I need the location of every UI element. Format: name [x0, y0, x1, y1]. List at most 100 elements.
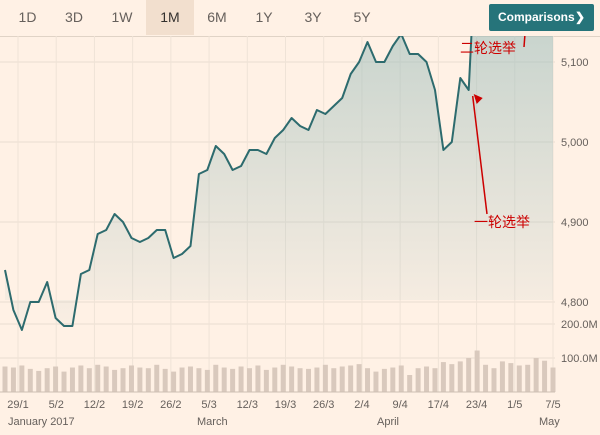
volume-bar: [263, 369, 269, 392]
volume-bar: [103, 366, 109, 392]
volume-bar: [61, 371, 67, 392]
tab-1m[interactable]: 1M: [146, 0, 194, 35]
tab-3y[interactable]: 3Y: [304, 9, 322, 25]
volume-bar: [533, 358, 539, 392]
volume-tick-label: 100.0M: [561, 353, 598, 365]
volume-bar: [86, 368, 92, 392]
volume-bar: [407, 375, 413, 392]
volume-bar: [457, 361, 463, 392]
volume-bar: [322, 364, 328, 392]
volume-bar: [69, 367, 75, 392]
volume-bar: [95, 364, 101, 392]
volume-bar: [289, 366, 295, 392]
x-tick-label: 19/3: [275, 399, 296, 411]
x-tick-label: 12/2: [84, 399, 105, 411]
volume-bar: [550, 367, 556, 392]
volume-bar: [314, 367, 320, 392]
volume-bar: [440, 362, 446, 392]
volume-bar: [499, 361, 505, 392]
x-tick-label: 5/2: [49, 399, 64, 411]
volume-bar: [432, 368, 438, 392]
tab-3d[interactable]: 3D: [65, 9, 83, 25]
volume-bar: [238, 366, 244, 392]
volume-bar: [221, 367, 227, 392]
volume-bar: [179, 367, 185, 392]
volume-bar: [44, 368, 50, 392]
annotation-arrow: [471, 95, 488, 215]
volume-bar: [466, 358, 472, 392]
timeframe-toolbar: 1D 3D 1W 1M 6M 1Y 3Y 5Y: [0, 0, 600, 37]
volume-bar: [162, 368, 168, 392]
month-label: April: [377, 416, 399, 428]
volume-bar: [525, 364, 531, 392]
volume-bar: [348, 365, 354, 392]
tab-1w[interactable]: 1W: [111, 9, 133, 25]
volume-bar: [27, 368, 33, 392]
volume-bar: [297, 368, 303, 392]
x-tick-label: 12/3: [237, 399, 258, 411]
volume-bar: [306, 368, 311, 392]
volume-bar: [78, 365, 84, 392]
y-tick-label: 5,100: [561, 57, 589, 69]
volume-bar: [145, 368, 151, 392]
volume-bar: [449, 364, 455, 392]
volume-bar: [128, 365, 134, 392]
volume-bar: [390, 367, 396, 392]
y-tick-label: 5,000: [561, 137, 589, 149]
volume-bar: [187, 366, 193, 392]
volume-bar: [415, 368, 421, 392]
volume-bar: [10, 367, 16, 392]
volume-bar: [120, 368, 126, 392]
x-tick-label: 5/3: [201, 399, 216, 411]
volume-bar: [516, 365, 522, 392]
month-label: January 2017: [8, 416, 75, 428]
volume-bar: [365, 368, 371, 392]
volume-bar: [474, 350, 480, 392]
annotation-label: 二轮选举: [460, 40, 516, 56]
comparisons-label: Comparisons: [498, 10, 575, 24]
x-tick-label: 19/2: [122, 399, 143, 411]
month-label: May: [539, 416, 560, 428]
volume-bar: [398, 365, 404, 392]
x-tick-label: 29/1: [7, 399, 28, 411]
volume-bar: [204, 369, 210, 392]
tab-1d[interactable]: 1D: [18, 9, 37, 25]
volume-bar: [247, 368, 252, 392]
volume-bar: [491, 368, 497, 392]
annotation-label: 一轮选举: [474, 214, 530, 230]
y-tick-label: 4,900: [561, 217, 589, 229]
volume-bar: [255, 365, 261, 392]
price-area: [5, 36, 553, 330]
tab-5y[interactable]: 5Y: [353, 9, 371, 25]
volume-bar: [356, 364, 362, 392]
volume-bar: [154, 364, 160, 392]
volume-bar: [171, 371, 177, 392]
volume-bar: [331, 368, 337, 392]
x-tick-label: 17/4: [428, 399, 449, 411]
tab-6m[interactable]: 6M: [207, 9, 227, 25]
price-chart: 4,8004,9005,0005,1005,2005,3005,400100.0…: [0, 36, 598, 428]
tab-1y[interactable]: 1Y: [255, 9, 273, 25]
volume-bar: [339, 366, 345, 392]
volume-bar: [36, 370, 42, 392]
price-line: [4, 36, 473, 331]
x-tick-label: 7/5: [545, 399, 560, 411]
volume-tick-label: 200.0M: [561, 319, 598, 331]
volume-bar: [230, 368, 236, 392]
volume-bar: [272, 367, 278, 392]
chevron-right-icon: ❯: [574, 10, 585, 24]
x-tick-label: 26/3: [313, 399, 334, 411]
x-tick-label: 23/4: [466, 399, 487, 411]
volume-bar: [112, 369, 118, 392]
annotation-arrowhead: [473, 94, 483, 104]
x-tick-label: 1/5: [507, 399, 522, 411]
volume-bar: [19, 365, 25, 392]
x-tick-label: 26/2: [160, 399, 181, 411]
volume-bar: [280, 364, 286, 392]
y-tick-label: 4,800: [561, 297, 589, 309]
volume-bar: [53, 366, 59, 392]
volume-bar: [373, 371, 379, 392]
volume-bar: [213, 364, 219, 392]
comparisons-button[interactable]: Comparisons ❯: [489, 4, 594, 31]
x-tick-label: 2/4: [354, 399, 369, 411]
